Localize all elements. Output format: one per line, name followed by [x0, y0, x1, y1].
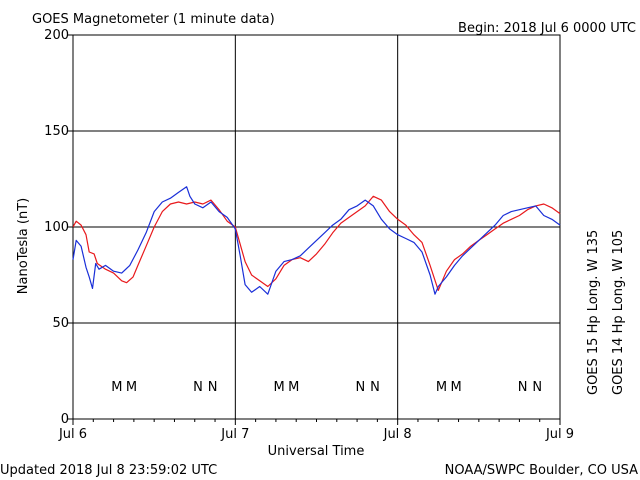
legend-goes15: GOES 15 Hp Long. W 135: [586, 230, 601, 395]
y-tick-label: 100: [44, 220, 69, 235]
marker-n: N: [370, 380, 380, 395]
marker-n: N: [193, 380, 203, 395]
y-tick-label: 150: [44, 124, 69, 139]
marker-n: N: [518, 380, 528, 395]
x-tick-label: Jul 7: [220, 427, 249, 442]
legend-goes14: GOES 14 Hp Long. W 105: [611, 230, 626, 395]
source-credit: NOAA/SWPC Boulder, CO USA: [445, 463, 638, 478]
chart-title: GOES Magnetometer (1 minute data): [32, 12, 275, 27]
marker-m: M: [288, 380, 299, 395]
y-axis-label: NanoTesla (nT): [16, 198, 31, 294]
series-layer: [72, 186, 561, 295]
begin-label: Begin: 2018 Jul 6 0000 UTC: [458, 21, 636, 36]
marker-m: M: [436, 380, 447, 395]
series-line-goes15: [72, 195, 561, 291]
grid-layer: [72, 34, 561, 420]
marker-m: M: [111, 380, 122, 395]
x-axis-label: Universal Time: [268, 444, 365, 459]
tick-layer: 0 50 100 150 200 Jul 6 Jul 7 Jul 8 Jul 9: [44, 28, 574, 442]
y-tick-label: 200: [44, 28, 69, 43]
marker-n: N: [208, 380, 218, 395]
y-tick-label: 0: [61, 412, 69, 427]
y-tick-label: 50: [52, 316, 69, 331]
marker-m: M: [274, 380, 285, 395]
x-tick-label: Jul 8: [383, 427, 412, 442]
x-tick-label: Jul 9: [545, 427, 574, 442]
marker-m: M: [126, 380, 137, 395]
x-tick-label: Jul 6: [58, 427, 87, 442]
marker-layer: M N M N M NM N M N M N: [111, 380, 542, 395]
marker-n: N: [532, 380, 542, 395]
updated-timestamp: Updated 2018 Jul 8 23:59:02 UTC: [0, 463, 217, 478]
series-line-goes14: [72, 186, 561, 295]
marker-m: M: [450, 380, 461, 395]
marker-n: N: [355, 380, 365, 395]
